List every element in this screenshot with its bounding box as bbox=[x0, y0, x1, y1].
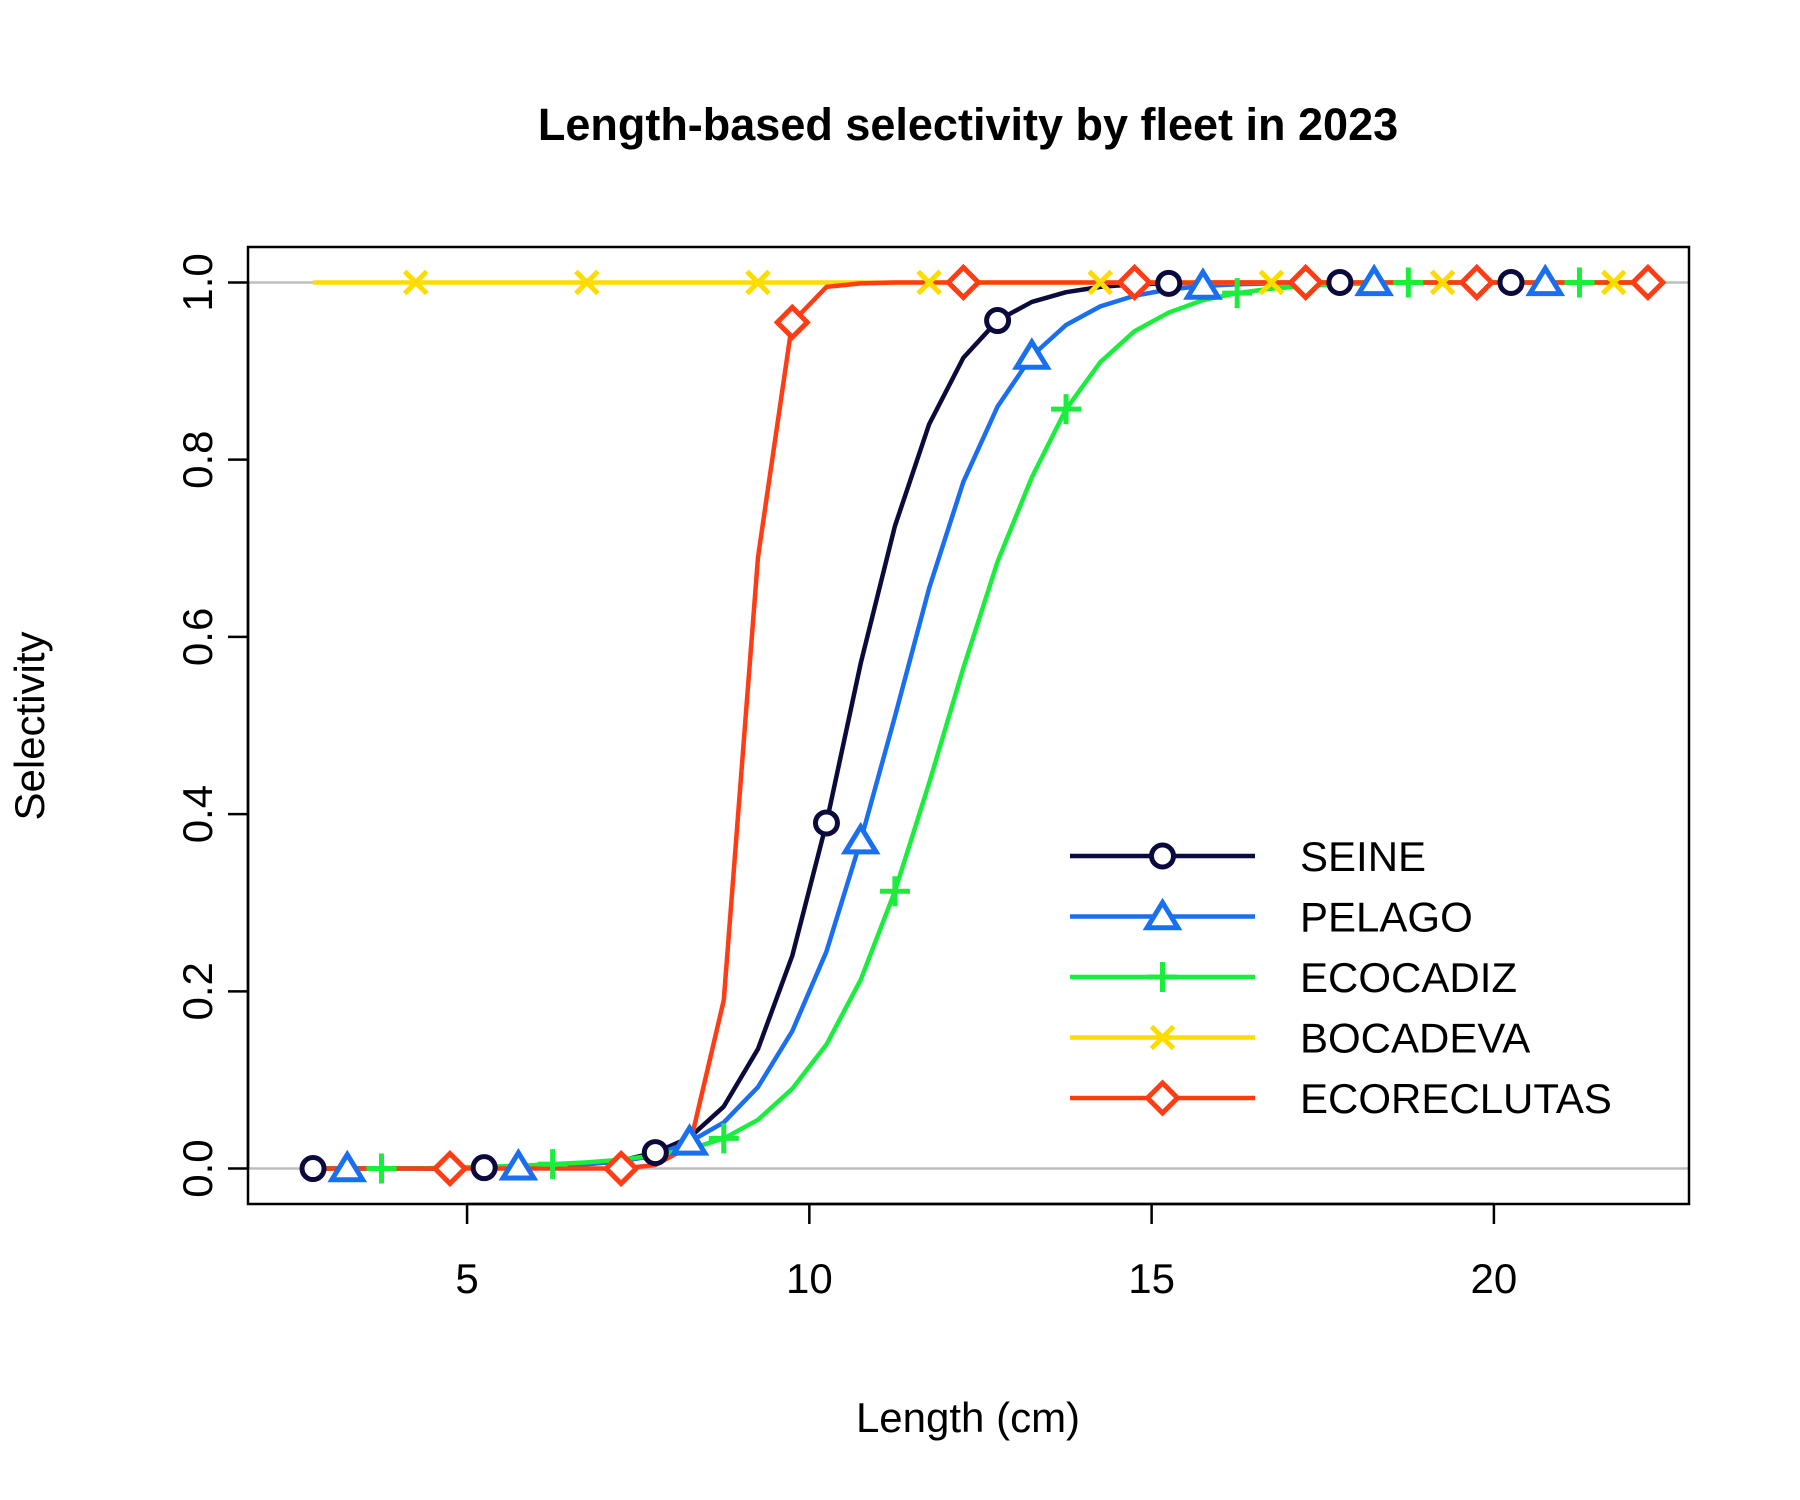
legend-label-seine: SEINE bbox=[1300, 833, 1426, 880]
x-tick-label: 10 bbox=[786, 1255, 833, 1302]
legend-label-ecocadiz: ECOCADIZ bbox=[1300, 954, 1517, 1001]
y-tick-label: 0.6 bbox=[174, 608, 221, 666]
data-point-pelago bbox=[1354, 263, 1394, 297]
data-point-seine bbox=[299, 1155, 327, 1183]
data-point-pelago bbox=[327, 1149, 368, 1183]
data-point-bocadeva bbox=[402, 269, 429, 296]
data-point-ecocadiz bbox=[1222, 278, 1253, 309]
y-tick-label: 0.4 bbox=[174, 785, 221, 843]
y-tick-label: 0.0 bbox=[174, 1139, 221, 1197]
data-point-ecoreclutas bbox=[1458, 263, 1496, 301]
data-point-ecoreclutas bbox=[1287, 263, 1325, 301]
data-point-ecocadiz bbox=[537, 1149, 568, 1180]
data-point-ecocadiz bbox=[366, 1153, 397, 1184]
data-point-pelago bbox=[498, 1147, 539, 1181]
data-point-bocadeva bbox=[1087, 269, 1114, 296]
data-point-seine bbox=[812, 809, 840, 837]
data-point-ecocadiz bbox=[1051, 394, 1082, 425]
data-point-ecocadiz bbox=[879, 876, 910, 907]
data-point-bocadeva bbox=[745, 269, 771, 296]
legend-label-bocadeva: BOCADEVA bbox=[1300, 1015, 1530, 1062]
data-point-bocadeva bbox=[574, 269, 600, 296]
chart-title: Length-based selectivity by fleet in 202… bbox=[538, 99, 1398, 150]
data-point-seine bbox=[1155, 269, 1183, 297]
data-point-ecoreclutas bbox=[773, 303, 811, 341]
legend-marker-seine bbox=[1149, 842, 1176, 870]
y-tick-label: 0.8 bbox=[174, 430, 221, 488]
data-point-ecoreclutas bbox=[944, 263, 982, 301]
data-point-bocadeva bbox=[916, 269, 942, 296]
data-point-ecocadiz bbox=[1564, 267, 1595, 298]
data-point-seine bbox=[641, 1139, 669, 1167]
data-point-pelago bbox=[1183, 267, 1223, 300]
x-tick-label: 15 bbox=[1128, 1255, 1175, 1302]
data-point-ecocadiz bbox=[708, 1123, 739, 1154]
y-axis-label: Selectivity bbox=[6, 631, 53, 820]
legend: SEINE PELAGO ECOCADIZ BOCADEVA ECORECLUTAS bbox=[1070, 833, 1612, 1122]
data-point-bocadeva bbox=[1258, 269, 1285, 296]
data-point-seine bbox=[1497, 268, 1525, 296]
data-point-bocadeva bbox=[1600, 269, 1627, 296]
data-point-seine bbox=[1326, 268, 1354, 296]
data-point-ecocadiz bbox=[1393, 267, 1424, 298]
data-point-ecoreclutas bbox=[602, 1150, 640, 1188]
legend-label-ecoreclutas: ECORECLUTAS bbox=[1300, 1075, 1612, 1122]
data-point-ecoreclutas bbox=[431, 1150, 469, 1188]
data-point-seine bbox=[470, 1154, 498, 1182]
x-axis-label: Length (cm) bbox=[856, 1394, 1080, 1441]
legend-marker-pelago bbox=[1142, 897, 1183, 931]
data-point-pelago bbox=[840, 821, 881, 855]
data-point-pelago bbox=[1525, 263, 1566, 297]
legend-marker-ecoreclutas bbox=[1143, 1079, 1182, 1117]
data-point-ecoreclutas bbox=[1629, 263, 1667, 301]
data-point-pelago bbox=[1011, 337, 1052, 370]
data-point-bocadeva bbox=[1429, 269, 1456, 296]
y-tick-label: 1.0 bbox=[174, 253, 221, 311]
data-point-seine bbox=[984, 307, 1012, 335]
data-point-pelago bbox=[669, 1123, 710, 1156]
data-point-ecoreclutas bbox=[1115, 263, 1154, 301]
legend-marker-ecocadiz bbox=[1147, 962, 1178, 992]
x-axis: 5 10 15 20 bbox=[455, 1202, 1518, 1302]
x-tick-label: 5 bbox=[455, 1255, 478, 1302]
legend-label-pelago: PELAGO bbox=[1300, 894, 1473, 941]
legend-marker-bocadeva bbox=[1149, 1024, 1176, 1051]
series-markers bbox=[299, 263, 1667, 1188]
y-tick-label: 0.2 bbox=[174, 962, 221, 1020]
x-tick-label: 20 bbox=[1471, 1255, 1518, 1302]
y-axis: 0.0 0.2 0.4 0.6 0.8 1.0 bbox=[174, 253, 250, 1198]
